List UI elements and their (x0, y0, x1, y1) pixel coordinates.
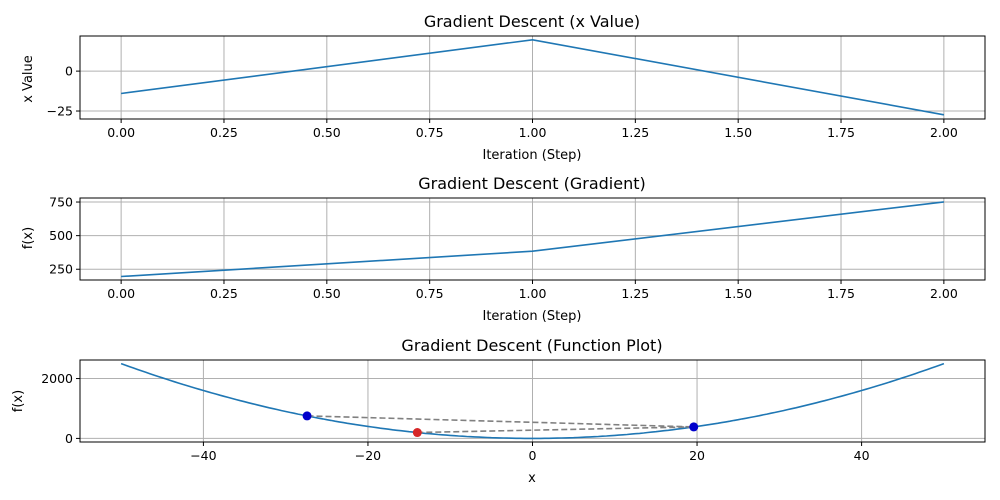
function-plot-panel: Gradient Descent (Function Plot) f(x) x … (11, 336, 986, 486)
gradient-x-tick-label: 1.50 (724, 286, 752, 301)
gradient-x-axis-label: Iteration (Step) (482, 309, 581, 324)
gradient-panel: Gradient Descent (Gradient) f(x) Iterati… (21, 174, 986, 324)
function-plot-descent-point (302, 411, 312, 421)
x-value-x-tick-label: 1.50 (724, 125, 752, 140)
gradient-y-tick-label: 250 (49, 262, 73, 277)
gradient-gridlines (80, 198, 985, 280)
function-plot-y-axis-label: f(x) (11, 390, 26, 412)
x-value-y-tick-label: 0 (65, 64, 73, 79)
x-value-x-tick-label: 0.50 (313, 125, 341, 140)
function-plot-x-tick-label: 20 (689, 448, 705, 463)
x-value-x-tick-label: 1.25 (621, 125, 649, 140)
x-value-x-tick-label: 0.75 (416, 125, 444, 140)
x-value-chart-title: Gradient Descent (x Value) (424, 12, 640, 31)
x-value-panel: Gradient Descent (x Value) x Value Itera… (21, 12, 986, 163)
x-value-y-axis-label: x Value (21, 55, 36, 103)
function-plot-function-curve (120, 362, 945, 440)
function-plot-gridlines (80, 360, 985, 442)
function-plot-chart-title: Gradient Descent (Function Plot) (401, 336, 662, 355)
gradient-x-tick-label: 0.50 (313, 286, 341, 301)
gradient-x-tick-label: 0.75 (416, 286, 444, 301)
gradient-x-tick-label: 0.25 (210, 286, 238, 301)
gradient-y-axis-label: f(x) (21, 227, 36, 249)
gradient-x-tick-label: 1.25 (621, 286, 649, 301)
x-value-x-axis-label: Iteration (Step) (482, 148, 581, 163)
function-plot-descent-point (412, 428, 422, 438)
function-plot-descent-path (307, 415, 694, 434)
x-value-x-tick-label: 1.75 (827, 125, 855, 140)
x-value-gridlines (80, 36, 985, 119)
function-plot-x-tick-label: 40 (854, 448, 870, 463)
function-plot-x-tick-label: −20 (355, 448, 381, 463)
function-plot-x-axis-label: x (528, 471, 536, 486)
x-value-x-tick-label: 1.00 (519, 125, 547, 140)
gradient-x-tick-label: 0.00 (107, 286, 135, 301)
x-value-series-line (120, 38, 945, 116)
function-plot-y-tick-label: 0 (65, 431, 73, 446)
function-plot-descent-point (689, 422, 699, 432)
x-value-x-tick-label: 0.00 (107, 125, 135, 140)
function-plot-x-tick-label: −40 (190, 448, 216, 463)
gradient-series-line (121, 201, 944, 278)
gradient-chart-title: Gradient Descent (Gradient) (418, 174, 646, 193)
gradient-y-tick-label: 750 (49, 195, 73, 210)
x-value-x-tick-label: 0.25 (210, 125, 238, 140)
function-plot-x-tick-label: 0 (529, 448, 537, 463)
gradient-x-tick-label: 1.00 (519, 286, 547, 301)
function-plot-y-tick-label: 2000 (41, 371, 73, 386)
gradient-y-tick-label: 500 (49, 228, 73, 243)
x-value-x-tick-label: 2.00 (930, 125, 958, 140)
gradient-x-tick-label: 1.75 (827, 286, 855, 301)
x-value-y-tick-label: −25 (47, 104, 73, 119)
gradient-x-tick-label: 2.00 (930, 286, 958, 301)
